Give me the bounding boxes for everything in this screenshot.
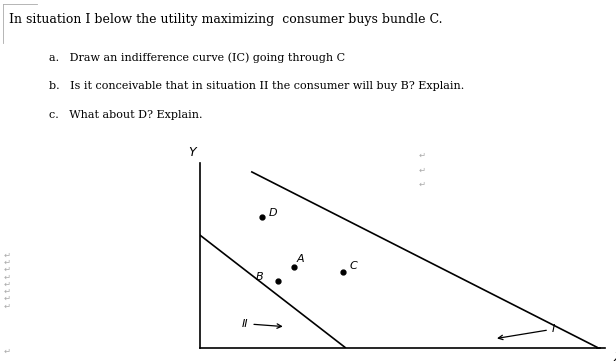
Text: Y: Y xyxy=(188,146,197,159)
Text: ↵: ↵ xyxy=(419,180,426,189)
Text: A: A xyxy=(297,254,304,265)
Text: C: C xyxy=(349,261,357,271)
Text: I: I xyxy=(498,324,555,340)
Text: II: II xyxy=(242,319,282,329)
Text: ↵: ↵ xyxy=(3,273,10,281)
Text: ↵: ↵ xyxy=(3,302,10,310)
Text: c.   What about D? Explain.: c. What about D? Explain. xyxy=(49,110,203,121)
Text: ↵: ↵ xyxy=(419,166,426,174)
Text: B: B xyxy=(256,272,264,282)
Text: b.   Is it conceivable that in situation II the consumer will buy B? Explain.: b. Is it conceivable that in situation I… xyxy=(49,81,464,92)
Text: ↵: ↵ xyxy=(3,251,10,260)
Text: a.   Draw an indifference curve (IC) going through C: a. Draw an indifference curve (IC) going… xyxy=(49,52,346,63)
Text: ↵: ↵ xyxy=(3,258,10,267)
Text: ↵: ↵ xyxy=(419,151,426,160)
Text: ↵: ↵ xyxy=(3,287,10,296)
Text: ↵: ↵ xyxy=(3,347,10,355)
Text: X: X xyxy=(613,351,616,362)
Text: ↵: ↵ xyxy=(3,265,10,274)
Text: ↵: ↵ xyxy=(3,294,10,303)
Text: In situation I below the utility maximizing  consumer buys bundle C.: In situation I below the utility maximiz… xyxy=(9,13,443,26)
Text: ↵: ↵ xyxy=(3,280,10,289)
Text: D: D xyxy=(269,208,278,218)
